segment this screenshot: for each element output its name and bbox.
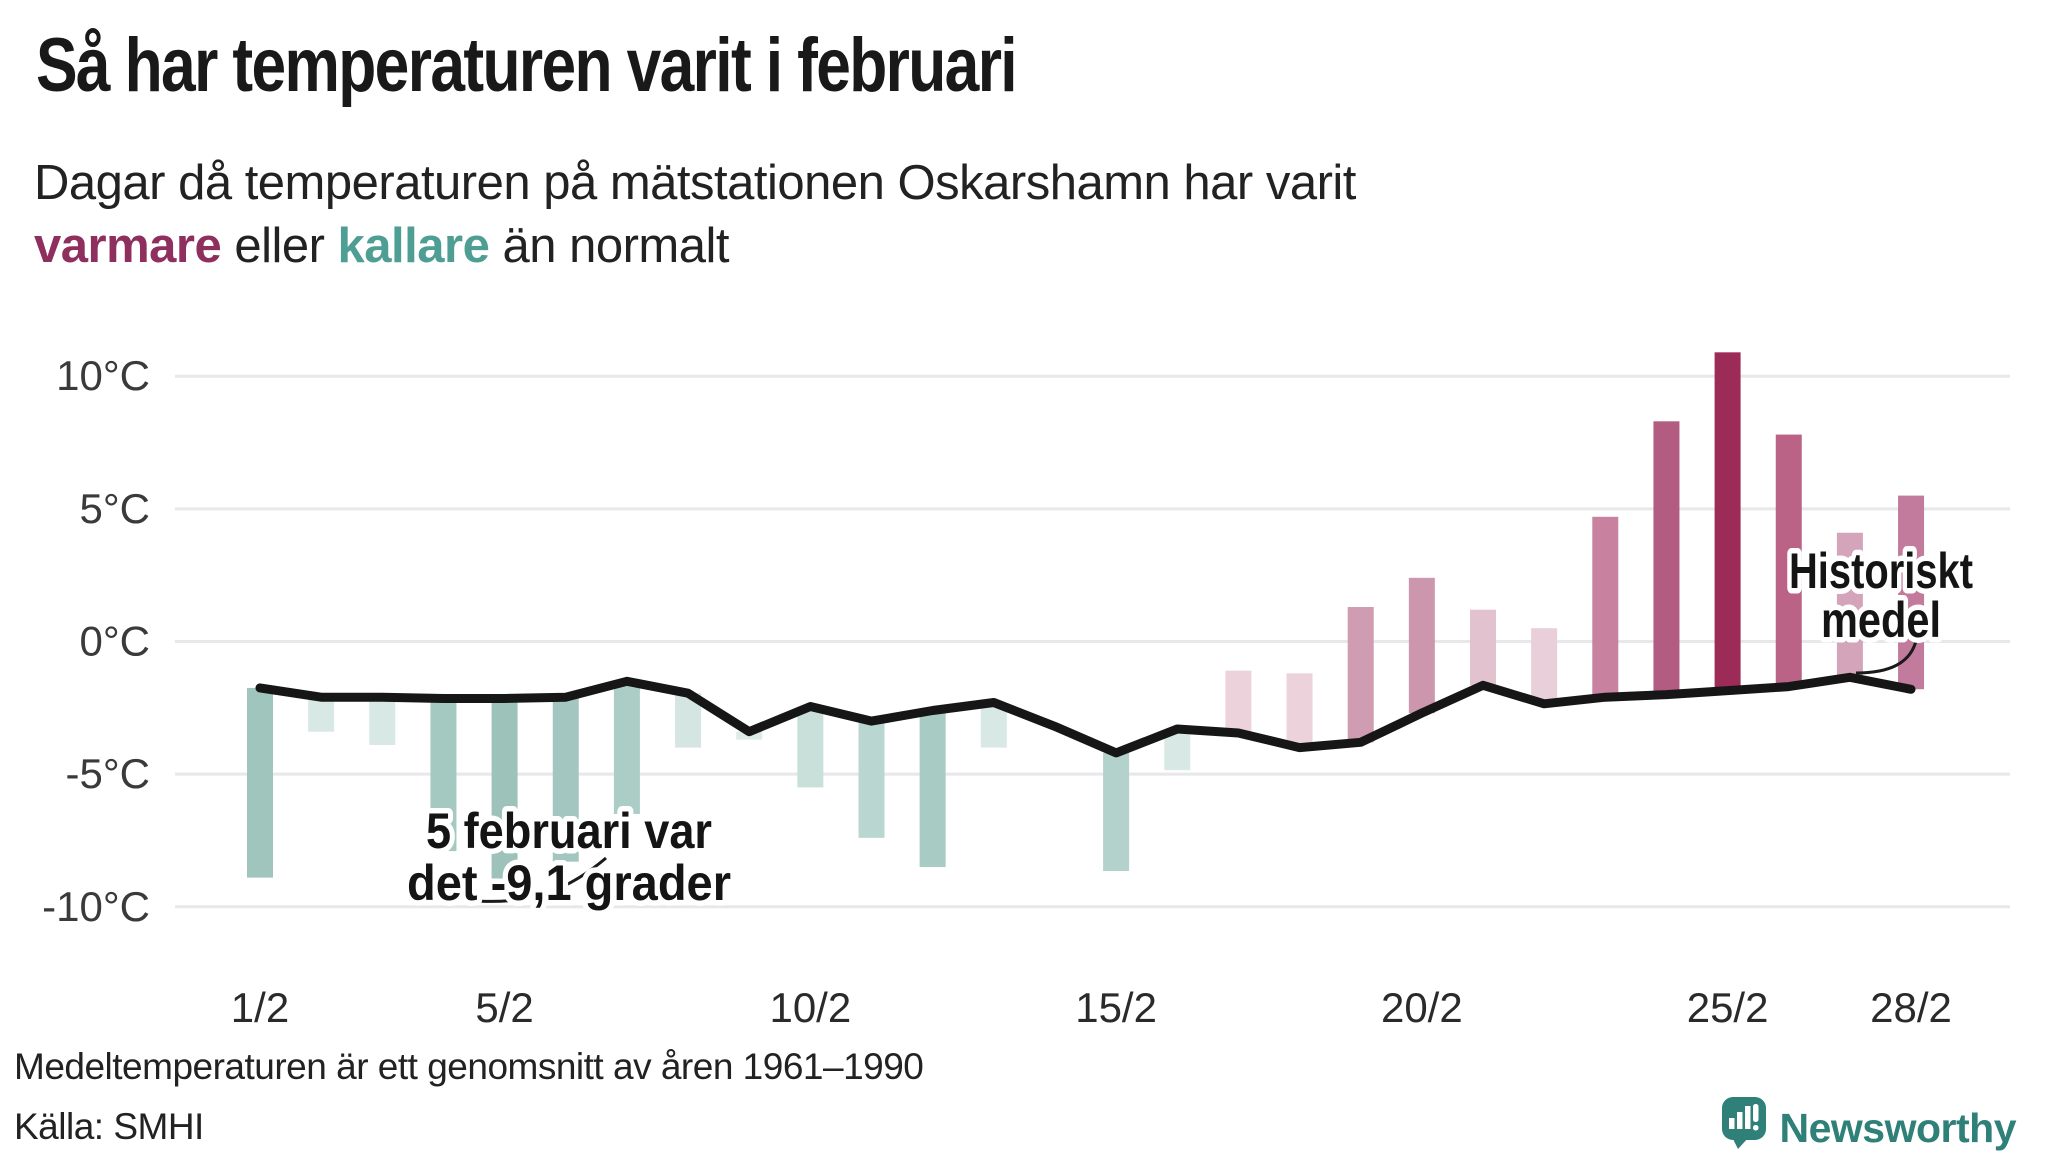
- bar-day-2/2: [308, 697, 335, 732]
- x-tick-label-28/2: 28/2: [1870, 984, 1952, 1031]
- warm-accent: varmare: [34, 219, 222, 273]
- x-tick-label-1/2: 1/2: [231, 984, 289, 1031]
- bar-day-15/2: [1103, 752, 1130, 871]
- annotation-feb5-line2: det -9,1 grader: [407, 855, 731, 911]
- bar-day-22/2: [1531, 628, 1558, 704]
- annotation-feb5-line1: 5 februari var: [426, 803, 712, 859]
- subtitle: Dagar då temperaturen på mätstationen Os…: [34, 152, 1434, 278]
- subtitle-line1: Dagar då temperaturen på mätstationen Os…: [34, 156, 1356, 210]
- bar-day-3/2: [369, 697, 396, 745]
- x-tick-label-5/2: 5/2: [475, 984, 533, 1031]
- x-tick-label-15/2: 15/2: [1075, 984, 1157, 1031]
- cold-accent: kallare: [337, 219, 490, 273]
- newsworthy-logo-text: Newsworthy: [1779, 1105, 2017, 1151]
- bar-chart-icon: [1721, 1097, 1766, 1149]
- subtitle-conj: eller: [221, 219, 338, 273]
- bar-day-25/2: [1714, 352, 1741, 691]
- y-tick-label-5: 5°C: [80, 485, 151, 532]
- y-tick-label--5: -5°C: [66, 750, 150, 797]
- bar-day-1/2: [247, 687, 273, 878]
- y-tick-label-10: 10°C: [56, 352, 150, 399]
- x-tick-label-10/2: 10/2: [769, 984, 851, 1031]
- source-label: Källa: SMHI: [14, 1106, 204, 1147]
- bar-day-4/2: [430, 698, 457, 852]
- x-tick-label-20/2: 20/2: [1381, 984, 1463, 1031]
- bar-day-11/2: [858, 721, 885, 838]
- bar-day-10/2: [797, 706, 824, 788]
- bar-day-18/2: [1286, 673, 1313, 748]
- subtitle-tail: än normalt: [489, 219, 729, 273]
- bar-day-20/2: [1408, 577, 1435, 714]
- bar-day-5/2: [491, 698, 518, 883]
- y-tick-label-0: 0°C: [80, 618, 151, 665]
- bar-day-24/2: [1653, 421, 1680, 695]
- bar-day-28/2: [1898, 495, 1925, 690]
- newsworthy-logo[interactable]: Newsworthy: [1721, 1097, 2017, 1152]
- historical-mean-line: [255, 672, 1916, 758]
- bar-day-26/2: [1775, 434, 1802, 687]
- annotation-hist-medel-line2: medel: [1821, 592, 1941, 648]
- annotation-pointer-feb5: [477, 856, 607, 903]
- bar-day-27/2: [1836, 532, 1863, 678]
- bar-day-12/2: [919, 710, 946, 868]
- y-tick-label--10: -10°C: [42, 883, 150, 930]
- bar-day-19/2: [1347, 607, 1374, 743]
- bar-day-23/2: [1592, 516, 1619, 698]
- bar-day-17/2: [1225, 670, 1252, 734]
- x-tick-label-25/2: 25/2: [1687, 984, 1769, 1031]
- page-title: Så har temperaturen varit i februari: [36, 23, 1018, 108]
- bar-day-21/2: [1470, 609, 1496, 686]
- bar-day-6/2: [552, 697, 579, 862]
- bar-day-7/2: [613, 681, 640, 814]
- footnote: Medeltemperaturen är ett genomsnitt av å…: [14, 1046, 924, 1087]
- newsworthy-logo-icon: [1721, 1097, 1766, 1149]
- annotation-hist-medel-line1: Historiskt: [1789, 543, 1973, 599]
- annotation-pointer-hist-medel: [1855, 640, 1918, 675]
